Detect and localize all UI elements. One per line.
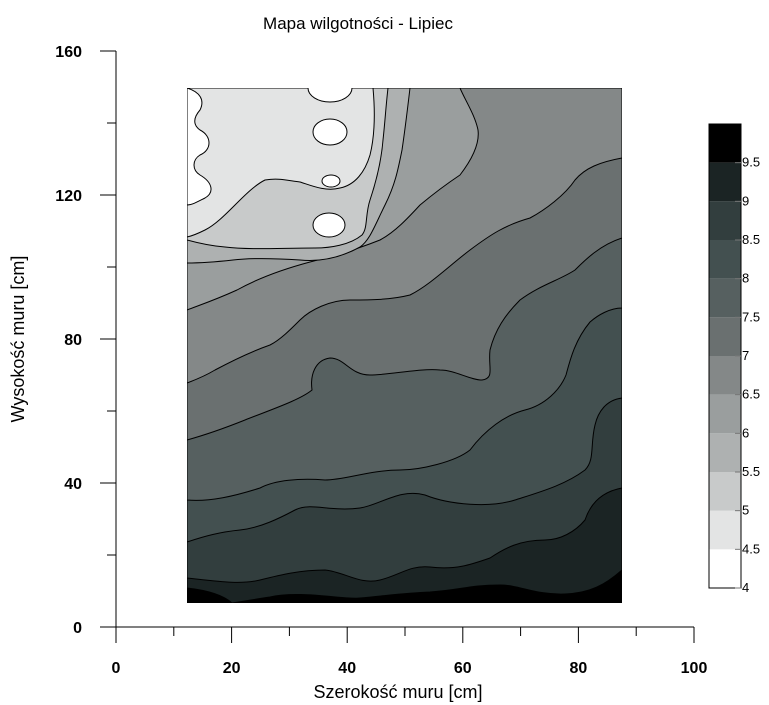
color-scale-band [709,433,741,472]
color-scale-label: 8.5 [742,232,760,247]
contour-map [187,88,622,603]
color-scale-label: 8 [742,271,749,286]
color-scale-label: 5.5 [742,464,760,479]
color-scale-label: 4.5 [742,541,760,556]
contour-min-1 [307,88,353,103]
contour-min-3 [321,174,341,188]
x-tick-label: 40 [338,660,356,677]
x-tick-label: 20 [223,660,241,677]
chart-title: Mapa wilgotności - Lipiec [263,14,453,33]
color-scale-band [709,394,741,434]
contour-min-5 [187,88,212,206]
x-tick-label: 80 [570,660,588,677]
color-scale-label: 9 [742,193,749,208]
y-tick-label: 80 [64,332,82,349]
color-scale-band [709,472,741,511]
color-scale-label: 7 [742,348,749,363]
color-scale-label: 5 [742,503,749,518]
color-scale: 4 4.5 5 5.5 6 6.5 7 7.5 8 8.5 9 9.5 [708,123,760,595]
color-scale-band [709,510,741,550]
color-scale-label: 9.5 [742,155,760,170]
y-ticks: 0 40 80 120 160 [55,44,116,637]
color-scale-band [709,356,741,395]
color-scale-band [709,278,741,318]
color-scale-band [709,317,741,356]
color-scale-band [709,201,741,240]
x-tick-label: 0 [112,660,121,677]
y-tick-label: 120 [55,188,82,205]
y-tick-label: 160 [55,44,82,61]
y-tick-label: 0 [73,620,82,637]
x-tick-label: 100 [681,660,708,677]
color-scale-band [709,240,741,279]
color-scale-band [709,124,741,163]
color-scale-band [709,549,741,588]
color-scale-band [709,162,741,202]
x-ticks: 0 20 40 60 80 100 [112,627,708,677]
y-tick-label: 40 [64,476,82,493]
x-axis-label: Szerokość muru [cm] [313,682,482,702]
y-axis-label: Wysokość muru [cm] [8,256,28,423]
color-scale-label: 6.5 [742,387,760,402]
color-scale-label: 6 [742,425,749,440]
color-scale-label: 7.5 [742,309,760,324]
contour-min-4 [312,212,346,238]
color-scale-label: 4 [742,580,749,595]
x-tick-label: 60 [454,660,472,677]
contour-min-2 [312,118,348,146]
